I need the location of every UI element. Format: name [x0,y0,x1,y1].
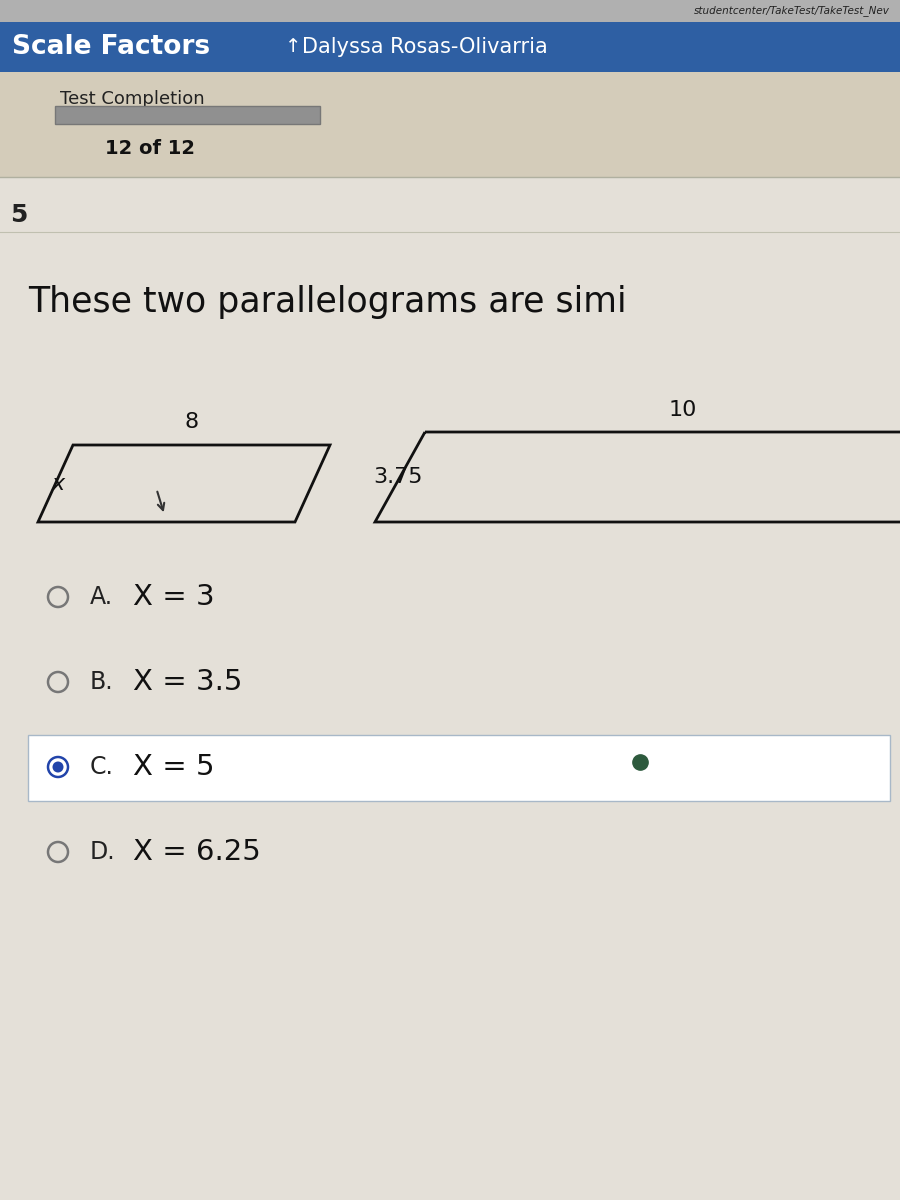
Text: A.: A. [90,584,113,608]
Text: x: x [52,474,65,493]
Text: ↑: ↑ [285,36,302,55]
Bar [28,734,890,802]
Text: Test Completion: Test Completion [60,90,204,108]
Circle shape [52,762,64,773]
Text: 3.75: 3.75 [374,467,423,487]
Text: D.: D. [90,840,115,864]
Text: X = 3.5: X = 3.5 [133,668,242,696]
Text: X = 6.25: X = 6.25 [133,838,261,866]
Text: C.: C. [90,755,114,779]
Bar [0,72,900,176]
Text: 12 of 12: 12 of 12 [105,139,195,158]
Text: These two parallelograms are simi: These two parallelograms are simi [28,284,626,319]
Text: Dalyssa Rosas-Olivarria: Dalyssa Rosas-Olivarria [302,37,548,56]
Text: 10: 10 [669,400,697,420]
Bar [55,106,320,124]
Text: X = 3: X = 3 [133,583,214,611]
Text: Scale Factors: Scale Factors [12,34,210,60]
Bar [0,176,900,1200]
Bar [0,0,900,22]
Text: 8: 8 [184,412,199,432]
Text: X = 5: X = 5 [133,754,214,781]
Bar [0,22,900,72]
Text: B.: B. [90,670,113,694]
Text: studentcenter/TakeTest/TakeTest_Nev: studentcenter/TakeTest/TakeTest_Nev [694,6,890,17]
Text: 5: 5 [10,203,27,227]
